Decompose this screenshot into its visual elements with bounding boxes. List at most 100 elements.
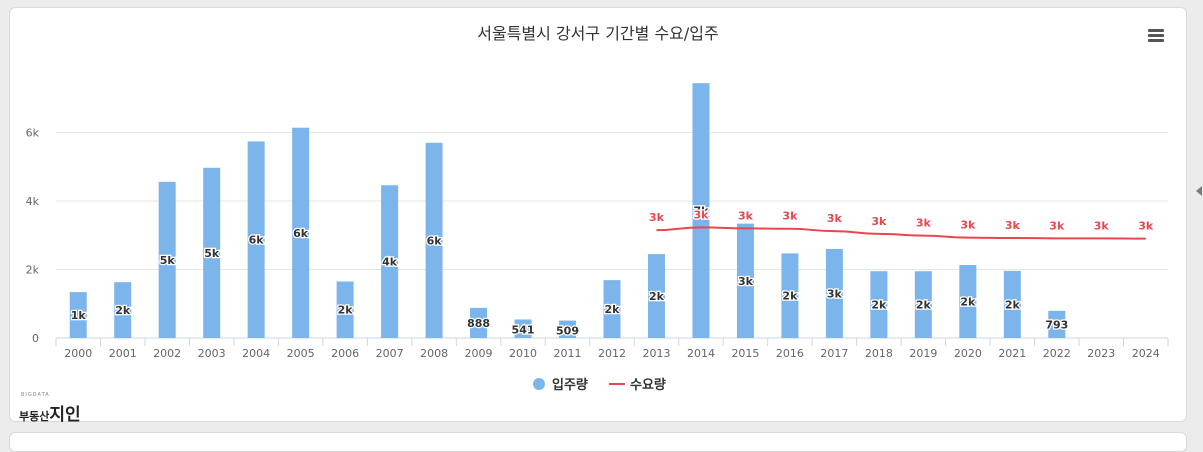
bar[interactable] bbox=[336, 281, 354, 338]
legend-item-bar[interactable]: 입주량 bbox=[533, 378, 588, 393]
bar[interactable] bbox=[559, 320, 577, 338]
bar[interactable] bbox=[203, 167, 221, 338]
bar-data-label: 2k bbox=[338, 304, 354, 317]
logo-small-text: BIGDATA bbox=[21, 392, 50, 398]
x-tick-label: 2024 bbox=[1132, 347, 1160, 360]
x-tick-label: 2007 bbox=[376, 347, 404, 360]
line-data-label: 3k bbox=[1138, 220, 1154, 233]
bar-data-label: 6k bbox=[249, 234, 265, 247]
logo-main: 지인 bbox=[49, 405, 81, 425]
bar[interactable] bbox=[425, 142, 443, 338]
bar[interactable] bbox=[514, 319, 532, 338]
x-tick-label: 2001 bbox=[109, 347, 137, 360]
bar-data-label: 2k bbox=[605, 303, 621, 316]
bar-data-label: 2k bbox=[960, 296, 976, 309]
x-tick-label: 2018 bbox=[865, 347, 893, 360]
bar-data-label: 888 bbox=[467, 317, 490, 330]
hamburger-menu-icon[interactable] bbox=[1148, 29, 1166, 45]
x-tick-label: 2020 bbox=[954, 347, 982, 360]
line-data-label: 3k bbox=[1049, 219, 1065, 232]
line-data-label: 3k bbox=[693, 208, 709, 221]
line-data-label: 3k bbox=[827, 212, 843, 225]
bar[interactable] bbox=[603, 280, 621, 338]
bar[interactable] bbox=[114, 282, 132, 338]
line-data-label: 3k bbox=[960, 219, 976, 232]
bar[interactable] bbox=[914, 271, 932, 338]
x-tick-label: 2015 bbox=[731, 347, 759, 360]
bar-data-label: 2k bbox=[871, 299, 887, 312]
bar[interactable] bbox=[692, 83, 710, 339]
bar-data-label: 5k bbox=[204, 247, 220, 260]
bar[interactable] bbox=[1003, 270, 1021, 338]
bar[interactable] bbox=[736, 223, 754, 338]
line-series bbox=[656, 226, 1146, 240]
menu-bar bbox=[1148, 29, 1164, 32]
line-data-label: 3k bbox=[916, 217, 932, 230]
bar-data-label: 2k bbox=[115, 304, 131, 317]
y-tick-label: 0 bbox=[32, 332, 39, 345]
bar-data-label: 5k bbox=[160, 254, 176, 267]
bar-data-label: 2k bbox=[1005, 298, 1021, 311]
bar-data-label: 793 bbox=[1045, 318, 1068, 331]
bar[interactable] bbox=[647, 254, 665, 338]
line-data-label: 3k bbox=[1094, 219, 1110, 232]
x-tick-label: 2012 bbox=[598, 347, 626, 360]
bar[interactable] bbox=[825, 248, 843, 338]
chevron-left-icon[interactable] bbox=[1196, 186, 1202, 196]
line-data-label: 3k bbox=[738, 209, 754, 222]
bar-data-label: 4k bbox=[382, 256, 398, 269]
x-tick-label: 2008 bbox=[420, 347, 448, 360]
bar-data-label: 1k bbox=[71, 309, 87, 322]
demand-line[interactable] bbox=[656, 226, 1146, 240]
x-tick-label: 2013 bbox=[642, 347, 670, 360]
legend: 입주량 수요량 bbox=[533, 378, 666, 393]
bar[interactable] bbox=[959, 265, 977, 338]
bar[interactable] bbox=[381, 185, 399, 338]
x-tick-label: 2003 bbox=[198, 347, 226, 360]
legend-line-label: 수요량 bbox=[630, 378, 666, 393]
bar[interactable] bbox=[470, 307, 488, 338]
x-tick-label: 2011 bbox=[554, 347, 582, 360]
y-tick-label: 4k bbox=[26, 195, 40, 208]
line-data-label: 3k bbox=[871, 215, 887, 228]
x-tick-label: 2016 bbox=[776, 347, 804, 360]
bar[interactable] bbox=[158, 181, 176, 338]
bar-data-label: 509 bbox=[556, 325, 579, 338]
bar[interactable] bbox=[247, 141, 265, 338]
menu-bar bbox=[1148, 34, 1164, 37]
x-axis-ticks: 2000 2001 2002 2003 2004 2005 2006 2007 2008 2009… bbox=[55, 338, 1169, 360]
bar-data-label: 6k bbox=[427, 234, 443, 247]
bar-data-label: 2k bbox=[782, 290, 798, 303]
legend-bar-label: 입주량 bbox=[552, 378, 588, 393]
line-data-label: 3k bbox=[649, 211, 665, 224]
x-tick-label: 2009 bbox=[465, 347, 493, 360]
line-data-label: 3k bbox=[782, 210, 798, 223]
legend-item-line[interactable]: 수요량 bbox=[609, 378, 666, 393]
bar[interactable] bbox=[292, 127, 310, 338]
x-tick-label: 2000 bbox=[64, 347, 92, 360]
y-tick-label: 6k bbox=[26, 127, 40, 140]
x-tick-label: 2005 bbox=[287, 347, 315, 360]
logo-prefix: 부동산 bbox=[19, 410, 50, 423]
bar[interactable] bbox=[870, 271, 888, 338]
line-data-label: 3k bbox=[1005, 219, 1021, 232]
x-tick-label: 2022 bbox=[1043, 347, 1071, 360]
bar-data-label: 2k bbox=[649, 290, 665, 303]
bar-data-label: 541 bbox=[512, 323, 535, 336]
chart: 서울특별시 강서구 기간별 수요/입주 0 2k 4k 6k 2000 2001 2002… bbox=[26, 24, 1169, 393]
x-tick-label: 2006 bbox=[331, 347, 359, 360]
bar-data-label: 2k bbox=[916, 299, 932, 312]
logo: BIGDATA 부동산지인 bbox=[17, 392, 87, 425]
logo-text: 부동산지인 bbox=[19, 400, 81, 425]
x-tick-label: 2014 bbox=[687, 347, 715, 360]
bar-data-label: 3k bbox=[827, 287, 843, 300]
bar[interactable] bbox=[781, 253, 799, 338]
x-tick-label: 2023 bbox=[1087, 347, 1115, 360]
x-tick-label: 2019 bbox=[909, 347, 937, 360]
legend-bar-marker bbox=[533, 378, 545, 390]
x-tick-label: 2002 bbox=[153, 347, 181, 360]
bar[interactable] bbox=[69, 292, 87, 338]
bar[interactable] bbox=[1048, 310, 1066, 338]
x-tick-label: 2017 bbox=[820, 347, 848, 360]
